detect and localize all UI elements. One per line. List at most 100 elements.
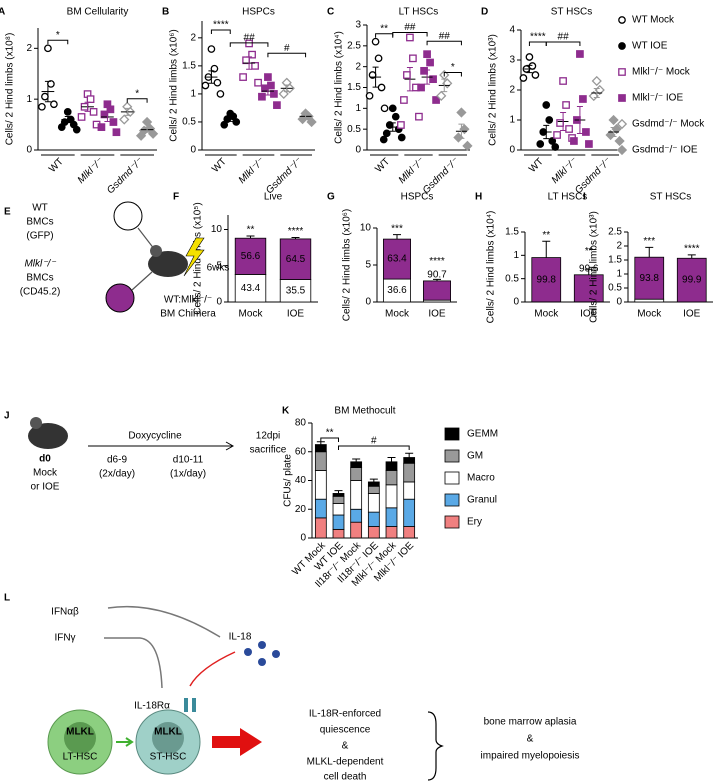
chart-title: ST HSCs <box>650 192 692 203</box>
panel-label: G <box>327 192 335 203</box>
point <box>57 123 66 131</box>
bracket <box>229 42 269 47</box>
point <box>608 114 619 126</box>
chart-title: Live <box>264 192 283 203</box>
point <box>258 92 266 101</box>
point <box>570 137 578 145</box>
y-tick-label: 0 <box>513 297 519 308</box>
y-axis-label: CFUs/ plate <box>283 454 294 507</box>
group-label: Mlkl⁻/⁻ <box>237 156 267 186</box>
point <box>614 135 625 147</box>
bar-segment <box>676 257 707 303</box>
bar-segment <box>314 451 327 471</box>
y-tick-label: 20 <box>295 504 307 515</box>
diagram-text: & <box>342 741 349 752</box>
bar-segment <box>314 517 327 539</box>
point <box>216 90 225 98</box>
y-axis-label: Cells/ 2 Hind limbs (x10³) <box>488 34 499 146</box>
chart-title: ST HSCs <box>551 7 593 18</box>
error-bar <box>610 127 617 137</box>
y-tick-label: 1 <box>513 250 519 261</box>
point <box>270 90 278 98</box>
arrow <box>104 637 163 689</box>
diagram-text: sacrifice <box>250 445 287 456</box>
bar-segment <box>314 470 327 500</box>
chart-title: BM Methocult <box>334 406 395 417</box>
x-tick-label: Mock <box>239 309 264 320</box>
y-tick-label: 0 <box>216 297 222 308</box>
point <box>135 130 147 141</box>
donor-cells <box>105 283 135 313</box>
bar-segment <box>234 237 267 275</box>
diagram-text: IL-18 <box>229 632 252 643</box>
error-bar <box>406 67 413 92</box>
point <box>397 121 405 129</box>
bracket <box>338 445 410 450</box>
y-tick-label: 80 <box>295 418 307 429</box>
y-tick-label: 5 <box>365 260 371 271</box>
bar-segment <box>385 507 398 527</box>
legend-swatch <box>444 449 460 463</box>
group-label: WT <box>210 156 229 175</box>
point <box>273 101 281 109</box>
legend-swatch <box>444 471 460 485</box>
y-tick-label: 1 <box>509 115 515 126</box>
significance: **** <box>684 244 700 255</box>
y-axis-label: Cells/ 2 Hind limbs (x10⁶) <box>342 209 353 321</box>
diagram-text: WT <box>32 203 48 214</box>
error-bar <box>372 66 379 88</box>
y-tick-label: 10 <box>360 223 372 234</box>
point <box>618 42 626 50</box>
error-bar <box>526 64 533 74</box>
error-bar <box>84 101 91 112</box>
point <box>86 95 95 104</box>
point <box>432 96 440 104</box>
point <box>119 114 130 125</box>
bar-segment <box>367 481 380 487</box>
legend-label: Ery <box>467 517 482 528</box>
point <box>89 108 98 116</box>
y-tick-label: 1 <box>190 89 196 100</box>
x-tick-label: IOE <box>287 309 305 320</box>
diagram-text: (2x/day) <box>99 469 135 480</box>
panel-label: L <box>4 593 10 604</box>
error-bar <box>542 240 551 258</box>
significance: ** <box>542 230 550 241</box>
point <box>365 91 374 100</box>
point <box>397 133 406 142</box>
bar-segment <box>314 444 327 453</box>
group-label: WT <box>527 156 546 175</box>
segment-label: 56.6 <box>241 251 261 262</box>
segment-label: 63.4 <box>387 254 407 265</box>
point <box>525 53 534 61</box>
point <box>559 77 567 85</box>
y-tick-label: 2 <box>509 85 515 96</box>
significance: ## <box>244 33 256 44</box>
panel-label: J <box>4 411 10 422</box>
diagram-text: d6-9 <box>107 455 127 466</box>
diagram-text: (CD45.2) <box>20 287 61 298</box>
error-bar <box>433 278 441 281</box>
group-label: Gsdmd⁻/⁻ <box>264 156 305 197</box>
error-bar <box>687 254 696 259</box>
point <box>417 83 425 92</box>
point <box>207 45 216 53</box>
bar-segment <box>350 508 363 523</box>
point <box>379 135 388 144</box>
bar-segment <box>422 280 451 301</box>
panel-label: F <box>173 192 179 203</box>
diagram-text: & <box>527 734 534 745</box>
y-tick-label: 3 <box>355 20 361 31</box>
legend-swatch <box>444 515 460 529</box>
bar-segment <box>531 257 562 303</box>
segment-label: 99.9 <box>682 275 702 286</box>
diagram-text: IL-18R-enforced <box>309 709 381 720</box>
point <box>565 125 573 133</box>
bar-segment <box>234 274 267 303</box>
point <box>112 128 121 137</box>
y-tick-label: 1.5 <box>347 82 361 93</box>
segment-label: 99.8 <box>537 274 557 285</box>
point <box>388 104 397 113</box>
error-bar <box>283 84 290 93</box>
y-tick-label: 2.5 <box>608 227 622 238</box>
